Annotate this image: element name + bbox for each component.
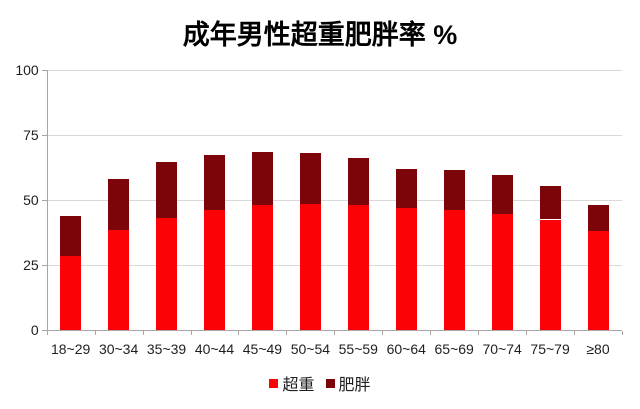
gridline bbox=[46, 134, 622, 136]
x-axis-tick bbox=[142, 331, 144, 335]
bar-overweight-segment bbox=[395, 207, 417, 330]
y-axis-tick bbox=[41, 200, 47, 201]
bar-overweight-segment bbox=[587, 231, 609, 330]
x-axis-tick bbox=[526, 331, 528, 335]
x-axis-tick bbox=[622, 331, 623, 335]
x-axis-label: ≥80 bbox=[586, 341, 610, 357]
x-axis-label: 55~59 bbox=[338, 341, 378, 357]
x-axis-tick bbox=[286, 331, 288, 335]
x-axis-tick bbox=[334, 331, 336, 335]
bar-obesity-segment bbox=[203, 154, 225, 211]
x-axis-label: 50~54 bbox=[290, 341, 331, 357]
legend-label: 超重 bbox=[282, 377, 315, 394]
x-axis-label: 45~49 bbox=[242, 341, 283, 357]
x-axis-tick bbox=[190, 331, 192, 335]
x-axis-tick bbox=[574, 331, 576, 335]
legend-swatch-icon bbox=[325, 378, 335, 388]
bar-obesity-segment bbox=[395, 168, 417, 208]
bar-obesity-segment bbox=[299, 153, 321, 204]
legend: 超重 肥胖 bbox=[0, 371, 640, 395]
bar-overweight-segment bbox=[539, 219, 561, 330]
bar-obesity-segment bbox=[443, 170, 465, 211]
bar-overweight-segment bbox=[347, 205, 369, 330]
bar-obesity-segment bbox=[587, 205, 609, 232]
y-axis-tick bbox=[41, 135, 47, 136]
y-axis-label: 50 bbox=[23, 192, 39, 208]
bar-overweight-segment bbox=[156, 218, 178, 330]
x-axis-tick bbox=[382, 331, 384, 335]
bar-overweight-segment bbox=[443, 210, 465, 330]
x-axis-tick bbox=[478, 331, 480, 335]
x-axis-label: 40~44 bbox=[194, 341, 235, 357]
bar-overweight-segment bbox=[60, 255, 82, 330]
bar-overweight-segment bbox=[299, 203, 321, 330]
bar-obesity-segment bbox=[156, 162, 178, 219]
x-axis-label: 35~39 bbox=[146, 341, 187, 357]
y-axis-label: 0 bbox=[30, 322, 39, 338]
x-axis-label: 18~29 bbox=[50, 341, 91, 357]
x-axis-label: 75~79 bbox=[530, 341, 570, 357]
bar-obesity-segment bbox=[108, 179, 130, 230]
bar-obesity-segment bbox=[60, 215, 82, 256]
x-axis-tick bbox=[46, 331, 48, 335]
x-axis-label: 30~34 bbox=[98, 341, 139, 357]
y-axis-label: 75 bbox=[23, 127, 39, 143]
gridline bbox=[46, 199, 622, 201]
x-axis-tick bbox=[238, 331, 240, 335]
bar-overweight-segment bbox=[491, 214, 513, 330]
bar-overweight-segment bbox=[108, 229, 130, 330]
y-axis-tick bbox=[41, 330, 47, 331]
legend-item: 超重 bbox=[269, 371, 315, 395]
gridline bbox=[46, 69, 622, 71]
y-axis-tick bbox=[41, 70, 47, 71]
chart-title: 成年男性超重肥胖率 % bbox=[182, 20, 458, 50]
legend-swatch-icon bbox=[269, 378, 279, 388]
bar-overweight-segment bbox=[203, 210, 225, 330]
bar-obesity-segment bbox=[347, 158, 369, 206]
legend-label: 肥胖 bbox=[338, 377, 371, 394]
y-axis-tick bbox=[41, 265, 47, 266]
y-axis-line bbox=[46, 70, 48, 331]
y-axis-label: 25 bbox=[23, 257, 39, 273]
bar-obesity-segment bbox=[491, 175, 513, 215]
x-axis-tick bbox=[430, 331, 432, 335]
legend-item: 肥胖 bbox=[325, 371, 371, 395]
x-axis-label: 60~64 bbox=[386, 341, 426, 357]
y-axis-label: 100 bbox=[15, 62, 39, 78]
gridline bbox=[46, 264, 622, 266]
bar-obesity-segment bbox=[539, 185, 561, 220]
bar-obesity-segment bbox=[251, 151, 273, 206]
bar-overweight-segment bbox=[251, 205, 273, 330]
x-axis-label: 70~74 bbox=[482, 341, 522, 357]
x-axis-tick bbox=[94, 331, 96, 335]
x-axis-line bbox=[46, 330, 622, 331]
x-axis-label: 65~69 bbox=[434, 341, 474, 357]
